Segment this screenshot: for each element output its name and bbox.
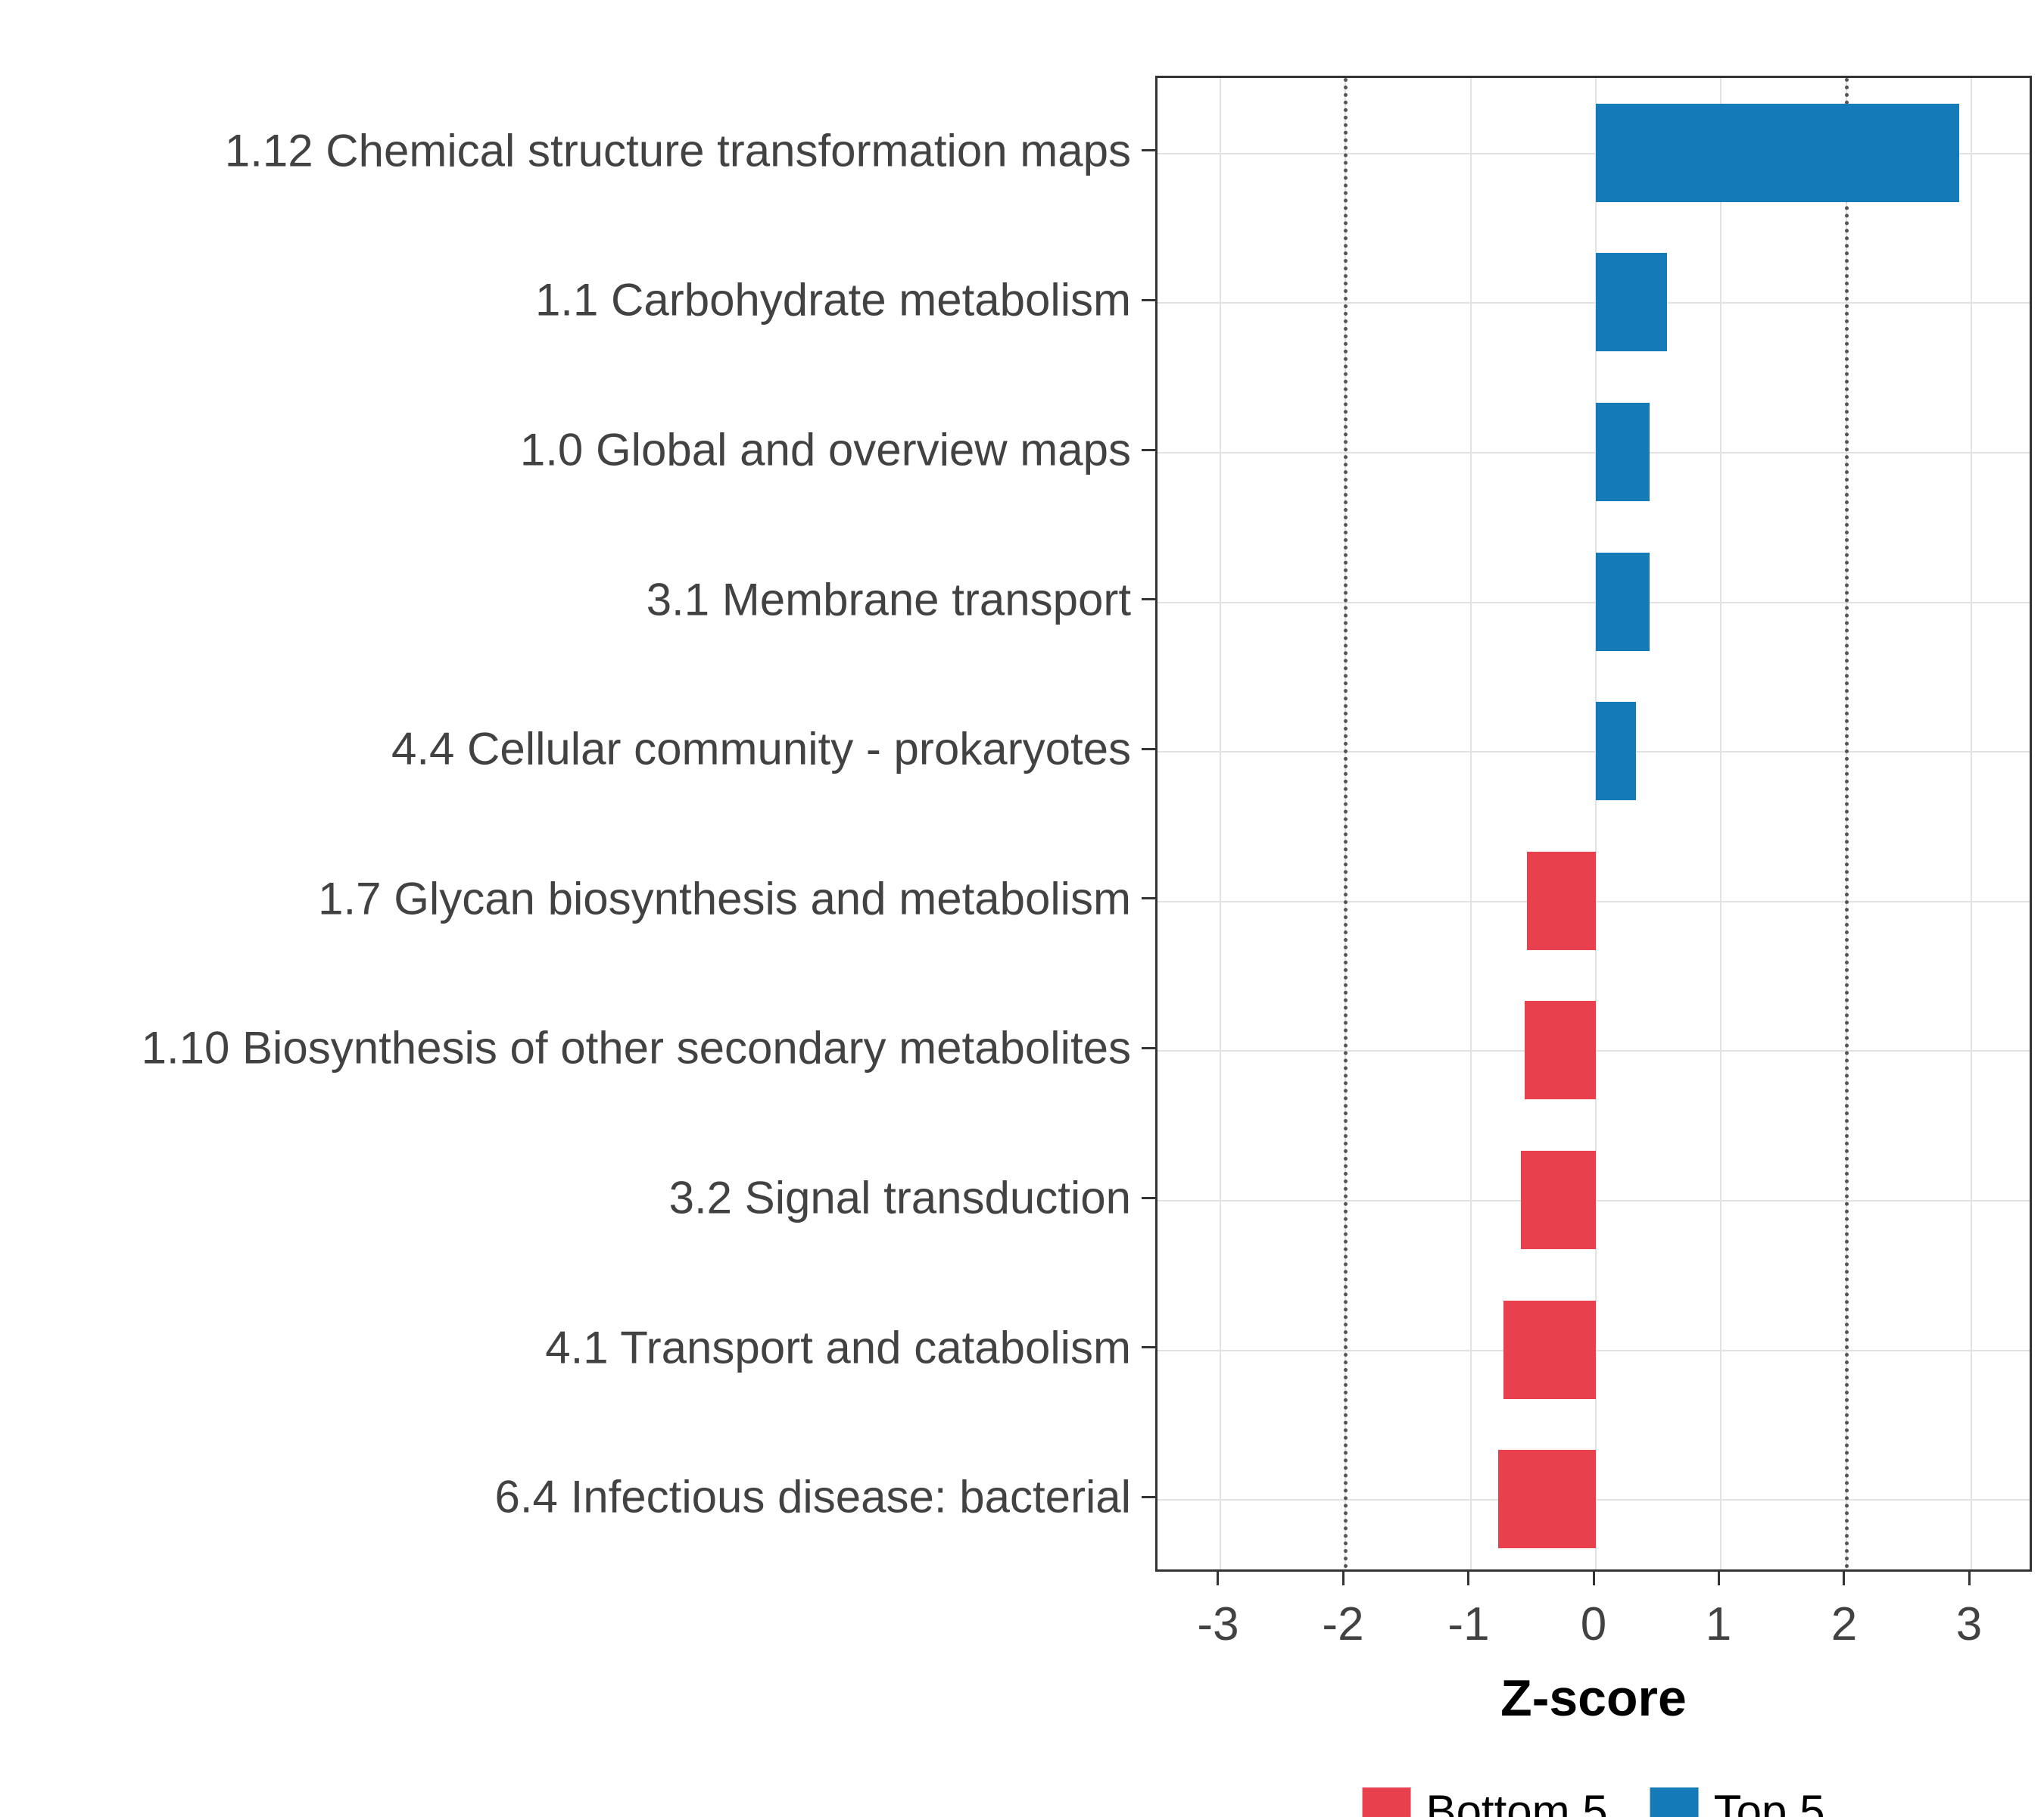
y-axis-tick	[1142, 149, 1155, 151]
x-axis-tick-label: 2	[1831, 1598, 1858, 1650]
legend-swatch	[1362, 1787, 1411, 1817]
legend-label: Bottom 5	[1426, 1786, 1608, 1817]
y-axis-tick	[1142, 1346, 1155, 1348]
grid-line-horizontal	[1158, 302, 2030, 304]
grid-line-vertical	[1971, 78, 1973, 1569]
bar	[1524, 1001, 1596, 1099]
grid-line-horizontal	[1158, 153, 2030, 154]
y-axis-tick	[1142, 299, 1155, 301]
y-axis-category-label: 6.4 Infectious disease: bacterial	[494, 1471, 1132, 1522]
x-axis-tick-label: -1	[1447, 1598, 1490, 1650]
y-axis-category-label: 1.12 Chemical structure transformation m…	[224, 125, 1131, 176]
y-axis-tick	[1142, 897, 1155, 899]
bar	[1520, 1151, 1596, 1249]
y-axis-category-label: 4.4 Cellular community - prokaryotes	[391, 723, 1131, 774]
y-axis-tick	[1142, 449, 1155, 451]
y-axis-tick	[1142, 1496, 1155, 1498]
y-axis-category-label: 4.1 Transport and catabolism	[545, 1322, 1131, 1373]
bar	[1596, 104, 1959, 202]
bar	[1497, 1450, 1596, 1548]
x-axis-tick	[1843, 1572, 1845, 1585]
y-axis-category-label: 3.2 Signal transduction	[668, 1172, 1131, 1223]
x-axis-tick-label: -3	[1197, 1598, 1239, 1650]
y-axis-tick	[1142, 1047, 1155, 1049]
x-axis-tick	[1593, 1572, 1595, 1585]
y-axis-category-label: 1.0 Global and overview maps	[519, 424, 1131, 475]
bar	[1596, 702, 1636, 800]
reference-line	[1344, 78, 1348, 1569]
y-axis-category-label: 1.7 Glycan biosynthesis and metabolism	[318, 873, 1131, 924]
legend-item: Bottom 5	[1362, 1785, 1608, 1817]
bar	[1503, 1301, 1596, 1399]
plot-panel	[1155, 76, 2032, 1572]
x-axis-tick	[1968, 1572, 1971, 1585]
reference-line	[1844, 78, 1849, 1569]
y-axis-category-label: 3.1 Membrane transport	[646, 574, 1131, 625]
grid-line-vertical	[1469, 78, 1472, 1569]
grid-line-vertical	[1595, 78, 1597, 1569]
legend-swatch	[1650, 1787, 1699, 1817]
grid-line-horizontal	[1158, 602, 2030, 603]
grid-line-horizontal	[1158, 452, 2030, 453]
x-axis-tick	[1342, 1572, 1344, 1585]
x-axis-tick-label: 3	[1955, 1598, 1983, 1650]
legend-label: Top 5	[1713, 1786, 1825, 1817]
x-axis-tick-label: 1	[1705, 1598, 1732, 1650]
bar	[1527, 852, 1596, 950]
bar	[1596, 403, 1650, 501]
grid-line-vertical	[1219, 78, 1221, 1569]
x-axis-tick-label: -2	[1322, 1598, 1364, 1650]
legend-item: Top 5	[1650, 1785, 1825, 1817]
bar	[1596, 253, 1668, 351]
y-axis-tick	[1142, 748, 1155, 750]
x-axis-tick	[1718, 1572, 1720, 1585]
x-axis-title: Z-score	[1500, 1669, 1687, 1727]
y-axis-category-label: 1.1 Carbohydrate metabolism	[534, 274, 1131, 326]
bar	[1596, 553, 1650, 651]
grid-line-horizontal	[1158, 751, 2030, 753]
y-axis-category-label: 1.10 Biosynthesis of other secondary met…	[141, 1022, 1131, 1074]
x-axis-tick	[1217, 1572, 1219, 1585]
grid-line-vertical	[1720, 78, 1722, 1569]
y-axis-tick	[1142, 598, 1155, 600]
legend: Bottom 5 Top 5	[1362, 1785, 1825, 1817]
x-axis-tick	[1467, 1572, 1469, 1585]
y-axis-tick	[1142, 1197, 1155, 1199]
x-axis-tick-label: 0	[1580, 1598, 1607, 1650]
